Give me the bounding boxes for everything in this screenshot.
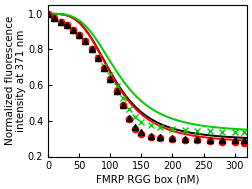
X-axis label: FMRP RGG box (nM): FMRP RGG box (nM) xyxy=(96,174,199,184)
Y-axis label: Normalized fluorescence
intensity at 371 nm: Normalized fluorescence intensity at 371… xyxy=(5,16,26,145)
